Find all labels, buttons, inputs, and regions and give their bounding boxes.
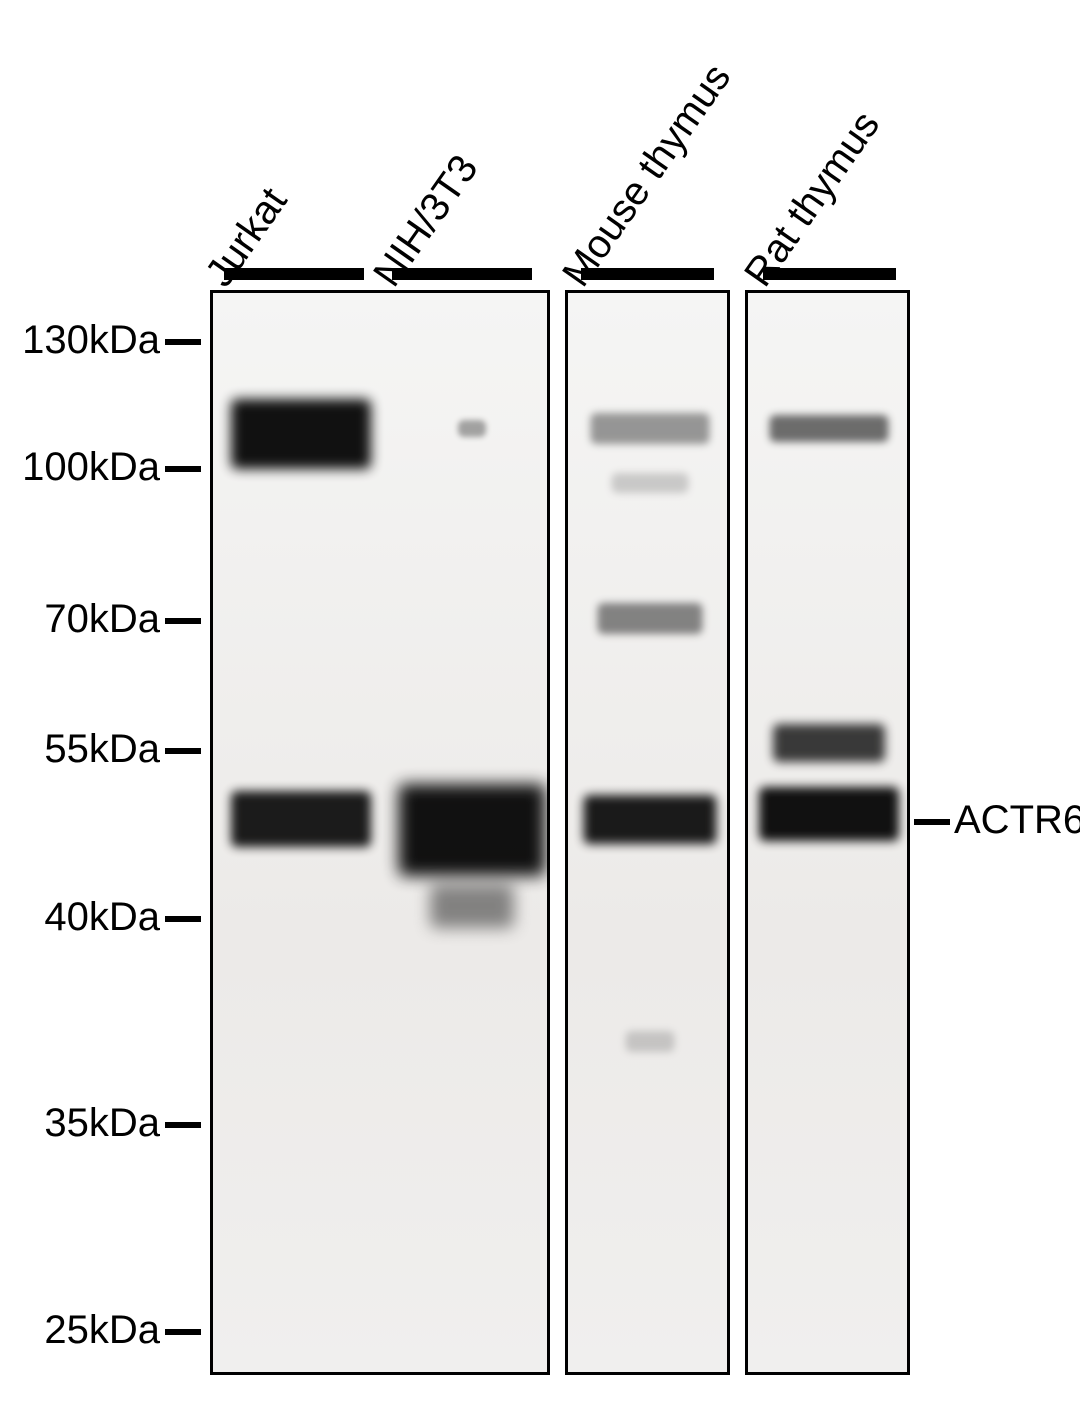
band xyxy=(591,413,710,443)
mw-marker-label: 55kDa xyxy=(0,727,160,772)
band xyxy=(458,420,486,436)
panel-2 xyxy=(565,290,730,1375)
band xyxy=(399,784,546,876)
target-tick xyxy=(914,819,950,825)
panel-1 xyxy=(210,290,550,1375)
mw-marker-tick xyxy=(165,1329,201,1335)
target-label: ACTR6 xyxy=(954,798,1080,843)
band xyxy=(773,724,885,762)
western-blot-figure: 130kDa100kDa70kDa55kDa40kDa35kDa25kDa Ju… xyxy=(0,0,1080,1410)
mw-marker-label: 25kDa xyxy=(0,1308,160,1353)
mw-marker-label: 100kDa xyxy=(0,445,160,490)
band xyxy=(231,399,371,470)
mw-marker-tick xyxy=(165,618,201,624)
band xyxy=(612,473,689,493)
mw-marker-label: 40kDa xyxy=(0,895,160,940)
mw-marker-tick xyxy=(165,1122,201,1128)
band xyxy=(598,603,703,633)
band xyxy=(769,415,888,442)
band xyxy=(626,1031,675,1053)
blot-area xyxy=(210,290,910,1375)
mw-marker-label: 130kDa xyxy=(0,318,160,363)
lane-label: Mouse thymus xyxy=(554,56,740,295)
mw-marker-label: 35kDa xyxy=(0,1101,160,1146)
mw-marker-tick xyxy=(165,339,201,345)
mw-marker-tick xyxy=(165,466,201,472)
lane-label: Rat thymus xyxy=(736,103,889,295)
band xyxy=(584,795,717,844)
band xyxy=(759,787,899,841)
mw-marker-tick xyxy=(165,748,201,754)
panel-3 xyxy=(745,290,910,1375)
band xyxy=(430,884,514,927)
mw-marker-label: 70kDa xyxy=(0,597,160,642)
mw-marker-tick xyxy=(165,916,201,922)
band xyxy=(231,791,371,847)
